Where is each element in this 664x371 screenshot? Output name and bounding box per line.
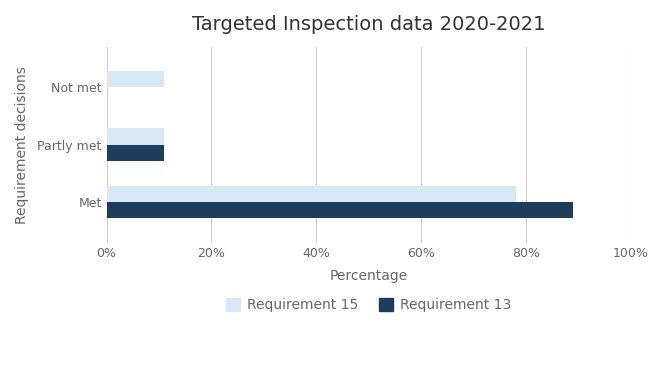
Bar	[106, 71, 164, 87]
Y-axis label: Requirement decisions: Requirement decisions	[15, 66, 29, 224]
Legend: Requirement 15, Requirement 13: Requirement 15, Requirement 13	[220, 293, 517, 318]
Bar	[106, 145, 164, 161]
Bar	[106, 186, 516, 202]
Title: Targeted Inspection data 2020-2021: Targeted Inspection data 2020-2021	[192, 15, 546, 34]
Bar	[106, 202, 574, 219]
X-axis label: Percentage: Percentage	[330, 269, 408, 283]
Bar	[106, 128, 164, 145]
